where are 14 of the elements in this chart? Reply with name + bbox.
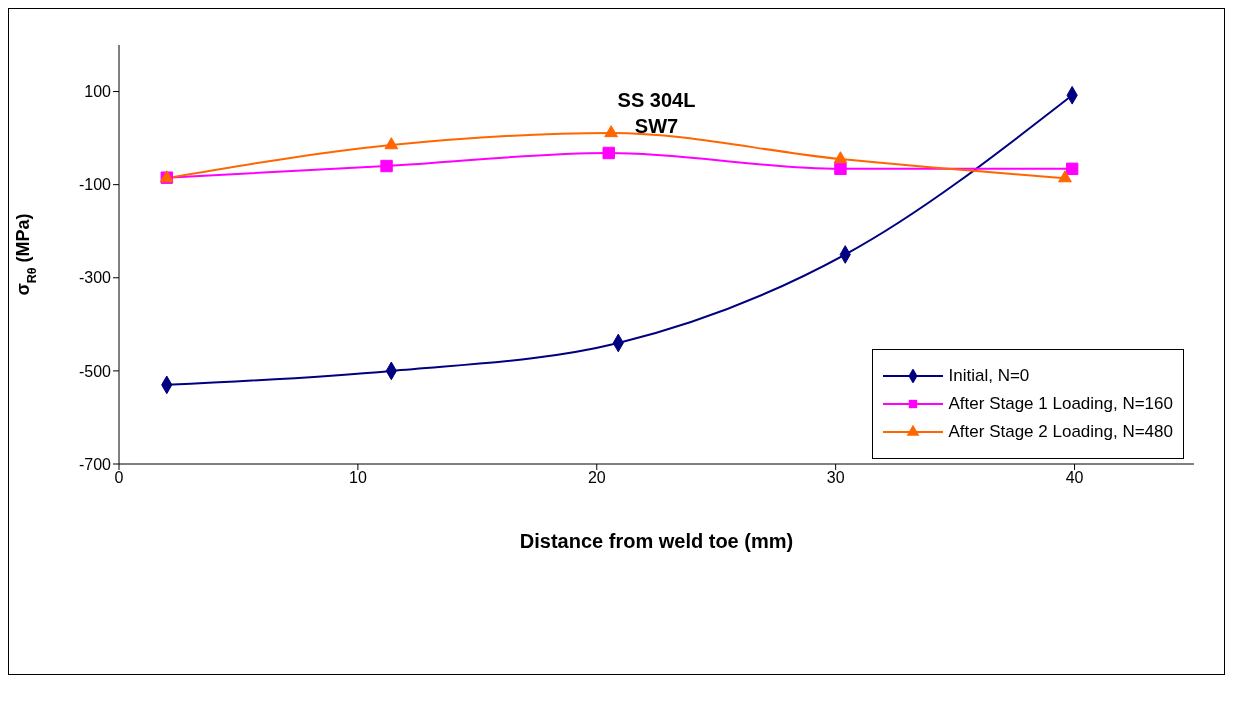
x-tick-label: 30 — [826, 469, 845, 487]
legend-label: After Stage 1 Loading, N=160 — [948, 394, 1173, 414]
legend-label: Initial, N=0 — [948, 366, 1030, 386]
y-tick-label: -500 — [78, 362, 112, 380]
y-tick-label: -700 — [78, 455, 112, 473]
x-tick-label: 10 — [348, 469, 367, 487]
y-tick-label: -100 — [78, 176, 112, 194]
x-tick-label: 40 — [1065, 469, 1084, 487]
x-tick-label: 20 — [587, 469, 606, 487]
y-tick-label: 100 — [84, 83, 112, 101]
x-tick-label: 0 — [114, 469, 124, 487]
x-axis-title: Distance from weld toe (mm) — [519, 530, 794, 553]
y-tick-label: -300 — [78, 269, 112, 287]
legend-label: After Stage 2 Loading, N=480 — [948, 422, 1173, 442]
